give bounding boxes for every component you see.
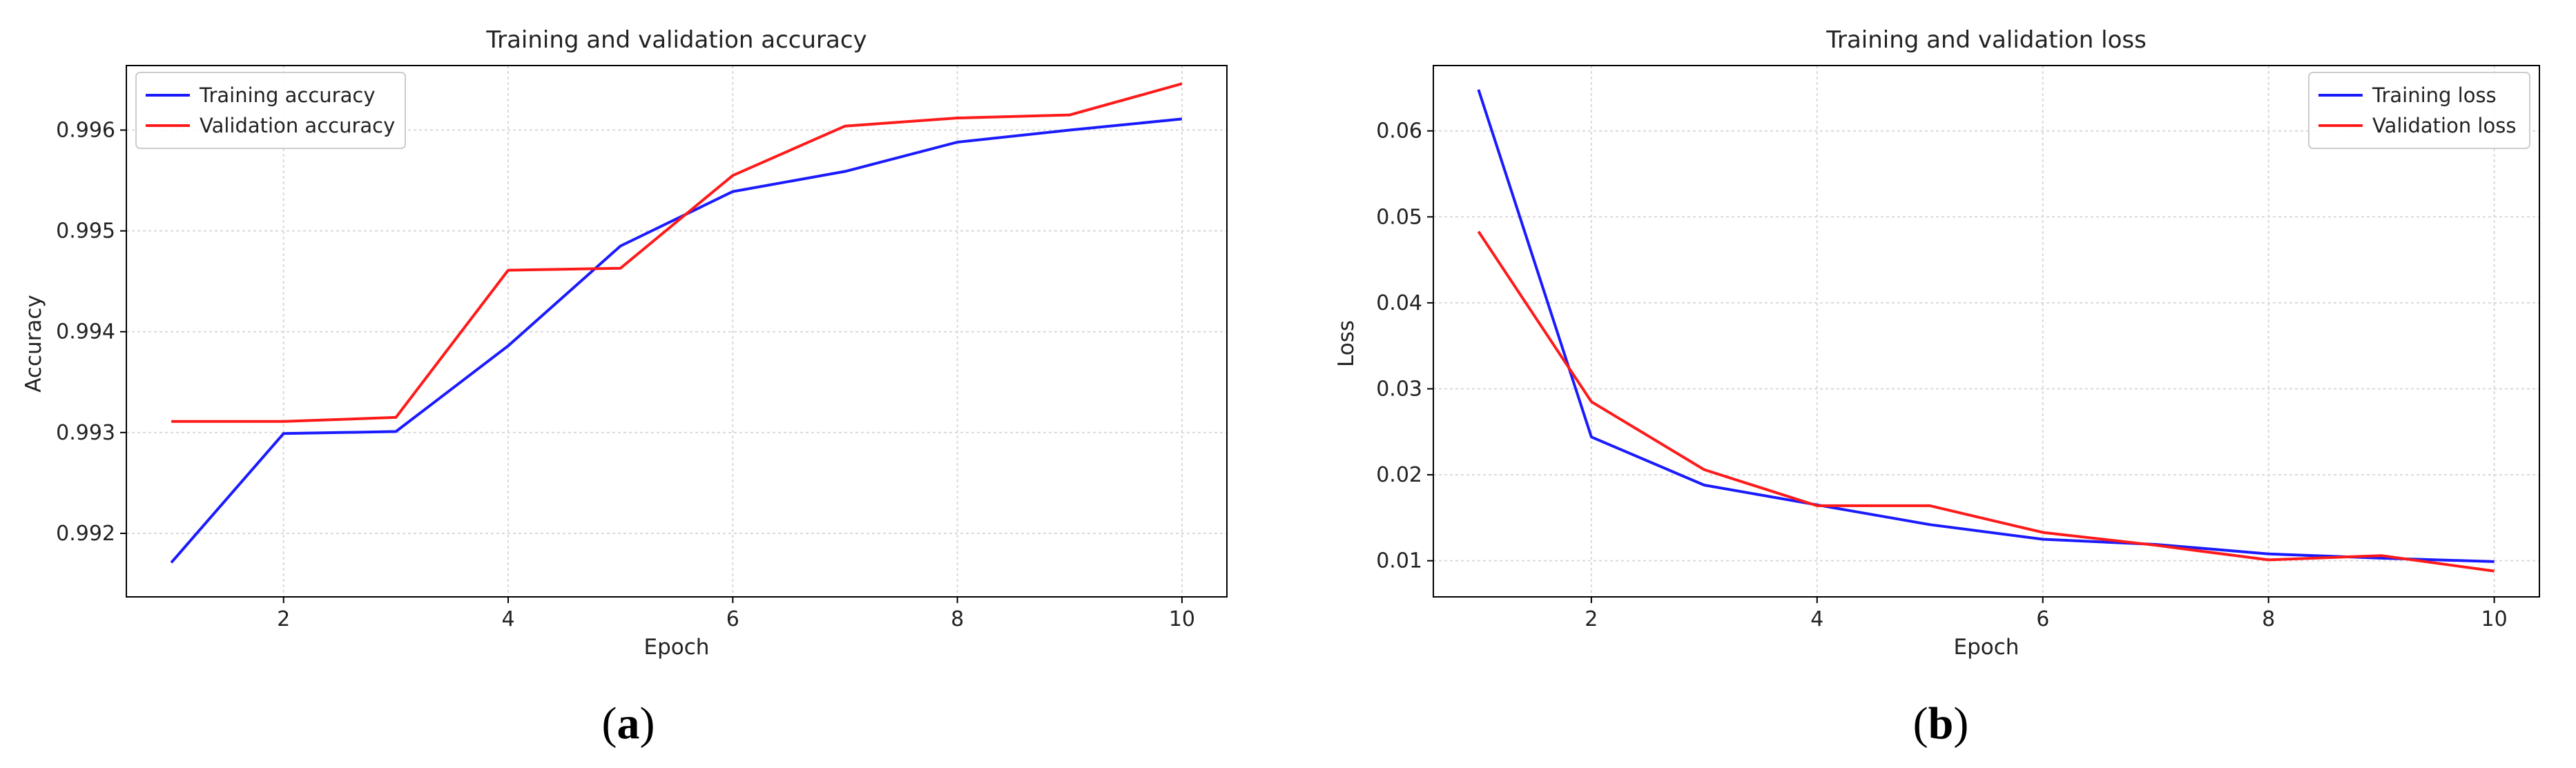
y-tick-label: 0.06: [1376, 119, 1422, 144]
x-tick-label: 4: [501, 607, 514, 631]
legend-box: [2308, 72, 2530, 149]
x-axis-label: Epoch: [644, 635, 710, 660]
y-tick-label: 0.01: [1376, 549, 1422, 573]
legend-label-validation: Validation loss: [2372, 114, 2516, 137]
plot-frame: [1433, 65, 2540, 598]
y-axis-label: Loss: [1334, 320, 1359, 367]
x-tick-label: 8: [951, 607, 964, 631]
loss-chart: Training and validation loss Epoch Loss …: [1334, 26, 2540, 749]
plot-area: 2 4 6 8 10 0.992 0.993 0.994 0.995 0.996 Training …: [56, 65, 1228, 631]
loss-chart-panel: Training and validation loss Epoch Loss …: [1288, 0, 2576, 768]
x-tick-label: 6: [2036, 607, 2049, 631]
y-tick-label: 0.02: [1376, 463, 1422, 487]
x-tick-label: 4: [1810, 607, 1823, 631]
legend: Training accuracy Validation accuracy: [135, 72, 406, 149]
x-tick-label: 2: [1585, 607, 1598, 631]
series-line-validation: [171, 82, 1183, 423]
plot-area: 2 4 6 8 10 0.01 0.02 0.03 0.04 0.05 0.06 Training l…: [1376, 65, 2540, 631]
y-tick-label: 0.993: [56, 421, 115, 445]
x-tick-label: 10: [2481, 607, 2508, 631]
y-tick-label: 0.995: [56, 219, 115, 244]
legend-label-training: Training loss: [2372, 83, 2497, 107]
y-tick-label: 0.03: [1376, 377, 1422, 401]
legend-box: [135, 72, 406, 149]
x-tick-label: 10: [1169, 607, 1195, 631]
panel-caption-letter: a: [617, 698, 640, 749]
legend: Training loss Validation loss: [2308, 72, 2530, 149]
chart-title: Training and validation loss: [1826, 26, 2147, 54]
x-tick-label: 8: [2262, 607, 2275, 631]
x-axis-label: Epoch: [1954, 635, 2020, 660]
x-tick-label: 6: [726, 607, 739, 631]
y-tick-label: 0.05: [1376, 205, 1422, 229]
y-tick-label: 0.994: [56, 320, 115, 344]
series-line-validation: [1477, 230, 2495, 573]
panel-caption: (b): [1913, 698, 1969, 749]
chart-title: Training and validation accuracy: [485, 26, 866, 54]
y-axis-label: Accuracy: [21, 295, 46, 393]
y-tick-label: 0.992: [56, 522, 115, 546]
accuracy-chart: Training and validation accuracy Epoch A…: [21, 26, 1228, 749]
x-tick-label: 2: [277, 607, 290, 631]
y-tick-label: 0.04: [1376, 291, 1422, 315]
panel-caption: (a): [602, 698, 655, 749]
legend-label-training: Training accuracy: [199, 83, 376, 107]
y-tick-label: 0.996: [56, 119, 115, 143]
legend-label-validation: Validation accuracy: [200, 114, 395, 137]
series-line-training: [170, 117, 1183, 564]
series-line-training: [1477, 89, 2495, 563]
accuracy-chart-panel: Training and validation accuracy Epoch A…: [21, 26, 1228, 749]
panel-caption-letter: b: [1928, 698, 1954, 749]
